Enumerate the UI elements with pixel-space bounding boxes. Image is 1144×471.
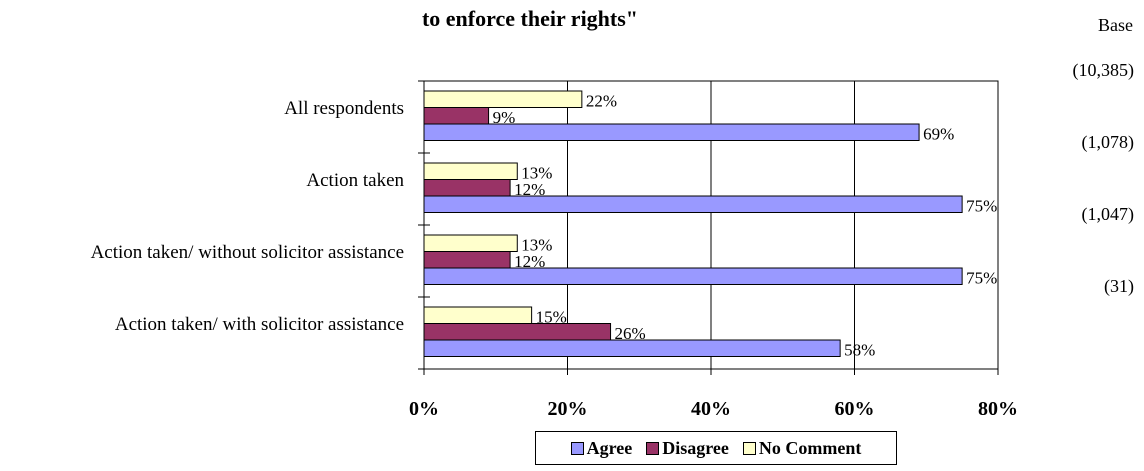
x-tick-label: 40% — [691, 398, 731, 420]
bar-disagree — [423, 251, 511, 269]
base-count: (1,078) — [1082, 132, 1135, 153]
base-column-header: Base — [1098, 15, 1133, 35]
data-label: 26% — [615, 324, 646, 343]
base-count: (1,047) — [1082, 204, 1135, 225]
data-label: 15% — [536, 308, 567, 327]
category-label: All respondents — [284, 98, 404, 119]
bar-no-comment — [423, 90, 583, 108]
x-tick-label: 80% — [978, 398, 1018, 420]
category-label: Action taken/ with solicitor assistance — [115, 314, 404, 335]
data-label: 13% — [521, 236, 552, 255]
data-label: 75% — [966, 197, 997, 216]
data-label: 22% — [586, 92, 617, 111]
legend: Agree Disagree No Comment — [535, 431, 897, 465]
bar-no-comment — [423, 162, 518, 180]
bar-agree — [423, 339, 841, 357]
legend-item-no-comment: No Comment — [742, 437, 862, 459]
x-tick-label: 0% — [409, 398, 439, 420]
legend-label-no-comment: No Comment — [758, 437, 862, 458]
data-label: 58% — [844, 341, 875, 360]
legend-item-disagree: Disagree — [646, 438, 729, 459]
bar-disagree — [423, 179, 511, 197]
data-label: 12% — [514, 180, 545, 199]
data-label: 9% — [493, 108, 516, 127]
bar-no-comment — [423, 306, 533, 324]
data-label: 13% — [521, 164, 552, 183]
bar-disagree — [423, 107, 490, 125]
data-label: 69% — [923, 125, 954, 144]
legend-swatch-no-comment — [742, 441, 756, 455]
base-count: (10,385) — [1073, 60, 1135, 81]
category-label: Action taken — [306, 170, 404, 191]
legend-label-agree: Agree — [586, 437, 633, 458]
category-label: Action taken/ without solicitor assistan… — [91, 242, 404, 263]
bar-agree — [423, 123, 920, 141]
x-tick-label: 60% — [835, 398, 875, 420]
data-label: 75% — [966, 269, 997, 288]
bar-no-comment — [423, 234, 518, 252]
x-tick-label: 20% — [548, 398, 588, 420]
base-count: (31) — [1104, 276, 1134, 297]
legend-swatch-agree — [570, 441, 584, 455]
legend-swatch-disagree — [646, 441, 660, 455]
bar-disagree — [423, 323, 612, 341]
legend-item-agree: Agree — [570, 437, 633, 459]
legend-label-disagree: Disagree — [662, 437, 729, 458]
bar-agree — [423, 195, 963, 213]
chart-title: to enforce their rights" — [421, 6, 639, 31]
bar-agree — [423, 267, 963, 285]
data-label: 12% — [514, 252, 545, 271]
